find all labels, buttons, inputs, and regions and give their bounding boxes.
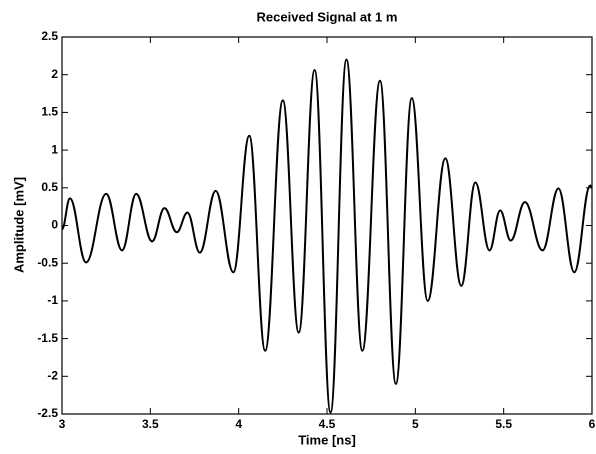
x-tick-label: 5 bbox=[412, 417, 419, 431]
y-tick-label: 0.5 bbox=[41, 180, 58, 194]
y-tick-label: 1.5 bbox=[41, 105, 58, 119]
x-tick-label: 5.5 bbox=[495, 417, 512, 431]
x-axis-label: Time [ns] bbox=[298, 432, 356, 447]
signal-line bbox=[61, 58, 593, 414]
y-tick-label: -0.5 bbox=[37, 255, 58, 269]
x-tick-label: 4.5 bbox=[319, 417, 336, 431]
y-tick-label: -1.5 bbox=[37, 331, 58, 345]
x-tick-label: 4 bbox=[235, 417, 242, 431]
y-tick-label: -1 bbox=[47, 293, 58, 307]
y-axis-label: Amplitude [mV] bbox=[11, 177, 26, 273]
y-tick-label: 1 bbox=[51, 142, 58, 156]
y-tick-label: -2 bbox=[47, 368, 58, 382]
y-tick-label: -2.5 bbox=[37, 406, 58, 420]
y-tick-label: 2 bbox=[51, 67, 58, 81]
y-tick-label: 0 bbox=[51, 218, 58, 232]
x-tick-label: 6 bbox=[589, 417, 596, 431]
x-tick-label: 3.5 bbox=[142, 417, 159, 431]
y-tick-label: 2.5 bbox=[41, 29, 58, 43]
x-tick-label: 3 bbox=[59, 417, 66, 431]
chart-title: Received Signal at 1 m bbox=[257, 9, 398, 24]
